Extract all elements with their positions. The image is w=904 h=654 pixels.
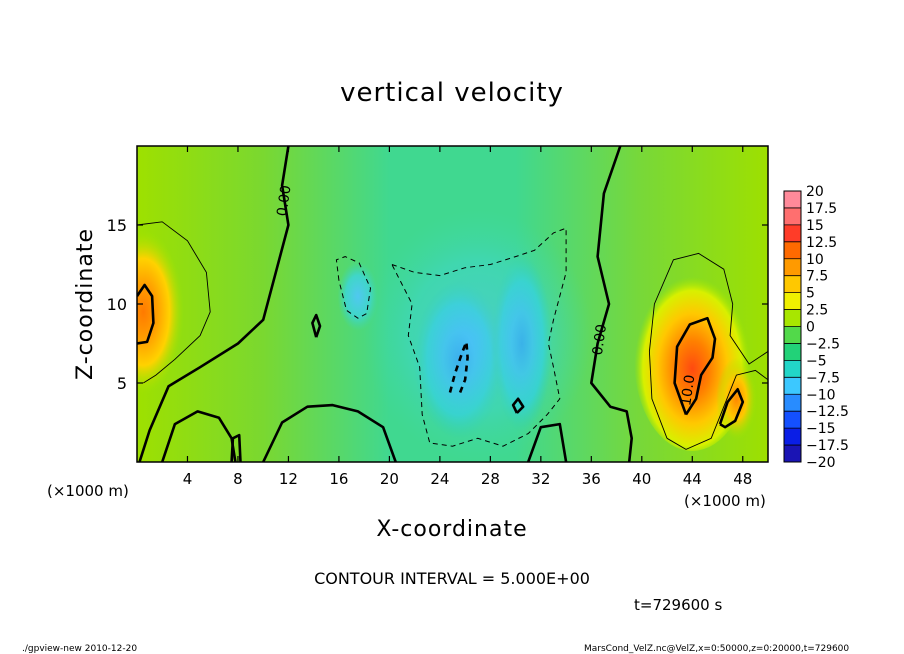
contour-10-small xyxy=(718,388,745,429)
contour-label-1: 0.00 xyxy=(274,184,294,217)
colorbar-label: −2.5 xyxy=(806,336,840,352)
y-axis-label: Z-coordinate xyxy=(73,228,98,380)
contour-neg-5-a xyxy=(335,256,372,319)
zero-contour-left xyxy=(138,146,290,462)
colorbar-swatch xyxy=(784,343,801,361)
contour-5-right xyxy=(648,252,768,439)
contour-label-3: 10.0 xyxy=(678,374,698,407)
contour-label-2: 0.00 xyxy=(590,323,610,356)
colorbar-swatch xyxy=(784,326,801,344)
x-tick-label: 32 xyxy=(531,470,550,488)
x-tick-label: 28 xyxy=(481,470,500,488)
contour-neg-10 xyxy=(448,341,469,393)
time-label: t=729600 s xyxy=(634,596,722,614)
colorbar-swatch xyxy=(784,445,801,463)
region-positive-3 xyxy=(716,357,757,440)
colorbar-label: 0 xyxy=(806,320,815,336)
y-tick-label: 15 xyxy=(107,216,127,235)
colorbar-label: −15 xyxy=(806,421,836,437)
colorbar-label: 12.5 xyxy=(806,235,837,251)
contour-5-left xyxy=(137,221,211,384)
colorbar-swatch xyxy=(784,241,801,260)
x-tick-label: 48 xyxy=(733,470,752,488)
x-axis: 4 8 12 16 20 24 28 32 36 40 44 48 xyxy=(183,146,752,488)
colorbar-label: 5 xyxy=(806,286,815,302)
contour-lines xyxy=(137,146,768,462)
colorbar-label: −17.5 xyxy=(806,438,849,454)
colorbar-swatch xyxy=(784,360,801,378)
colorbar-swatch xyxy=(784,377,801,395)
zero-contour-loop-2 xyxy=(230,433,242,462)
footer-right: MarsCond_VelZ.nc@VelZ,x=0:50000,z=0:2000… xyxy=(584,644,849,654)
x-tick-label: 40 xyxy=(632,470,651,488)
x-tick-label: 16 xyxy=(329,470,348,488)
colorbar-swatch xyxy=(784,275,801,294)
x-tick-label: 20 xyxy=(380,470,399,488)
colorbar-swatch xyxy=(784,309,801,327)
colorbar-swatch xyxy=(784,258,801,277)
y-tick-label: 5 xyxy=(117,374,127,393)
zero-contour-bump-3 xyxy=(526,422,568,462)
colorbar-label: 10 xyxy=(806,252,824,268)
contour-10-right xyxy=(673,316,717,416)
y-tick-label: 10 xyxy=(107,295,127,314)
contour-5-right-low xyxy=(666,369,768,450)
colorbar-label: −20 xyxy=(806,455,836,471)
colorbar-label: 2.5 xyxy=(806,303,828,319)
zero-contour-loop-3 xyxy=(511,397,525,414)
colorbar-swatch xyxy=(784,411,801,429)
chart-title: vertical velocity xyxy=(340,78,564,108)
colorbar-label: 7.5 xyxy=(806,269,828,285)
colorbar-label: −5 xyxy=(806,353,827,369)
x-tick-label: 8 xyxy=(233,470,243,488)
x-tick-label: 44 xyxy=(683,470,702,488)
colorbar-label: 15 xyxy=(806,218,824,234)
colorbar-swatch xyxy=(784,224,801,243)
zero-contour-loop-1 xyxy=(311,313,322,338)
x-unit-left: (×1000 m) xyxy=(47,482,129,500)
region-positive-1 xyxy=(137,229,184,395)
x-tick-label: 4 xyxy=(183,470,193,488)
contour-10-left xyxy=(137,283,155,345)
footer-left: ./gpview-new 2010-12-20 xyxy=(22,644,137,654)
colorbar-swatch xyxy=(784,191,801,209)
zero-contour-bump-1 xyxy=(262,403,397,462)
contour-neg-5-b xyxy=(391,227,567,447)
colorbar-swatch xyxy=(784,292,801,311)
colorbar-label: 17.5 xyxy=(806,201,837,217)
colorbar-swatch xyxy=(784,207,801,226)
colorbar: 2017.51512.5107.552.50−2.5−5−7.5−10−12.5… xyxy=(783,184,849,471)
x-tick-label: 12 xyxy=(279,470,298,488)
zero-contour-right xyxy=(590,146,633,462)
plot-area: 0.00 0.00 10.0 xyxy=(137,146,768,462)
colorbar-label: −12.5 xyxy=(806,404,849,420)
colorbar-swatch xyxy=(784,428,801,446)
field-regions xyxy=(137,209,757,462)
contour-interval: CONTOUR INTERVAL = 5.000E+00 xyxy=(314,569,590,588)
x-tick-label: 36 xyxy=(582,470,601,488)
x-axis-label: X-coordinate xyxy=(376,517,527,542)
region-center-wash xyxy=(364,209,592,462)
y-axis: 5 10 15 xyxy=(107,216,768,393)
colorbar-label: 20 xyxy=(806,184,824,200)
colorbar-swatch xyxy=(784,394,801,412)
colorbar-label: −7.5 xyxy=(806,370,840,386)
x-unit-right: (×1000 m) xyxy=(684,492,766,510)
colorbar-label: −10 xyxy=(806,387,836,403)
x-tick-label: 24 xyxy=(430,470,449,488)
